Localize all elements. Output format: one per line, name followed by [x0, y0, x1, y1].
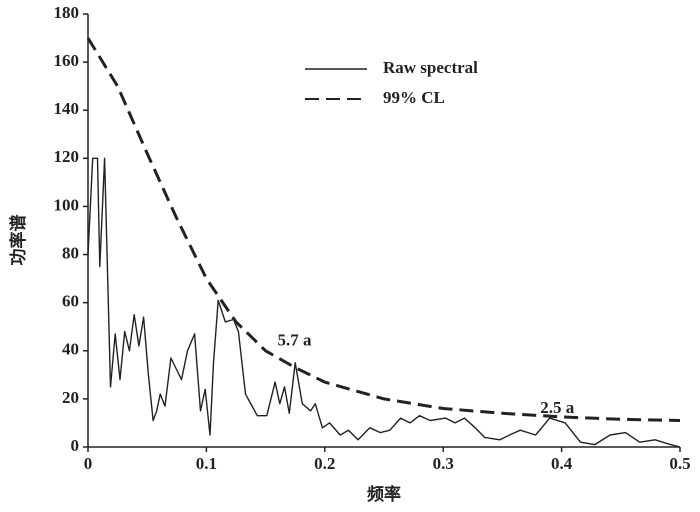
x-tick-label: 0.2 — [314, 454, 335, 473]
x-tick-label: 0 — [84, 454, 93, 473]
annotation: 2.5 a — [540, 398, 575, 417]
x-tick-label: 0.5 — [669, 454, 690, 473]
y-tick-label: 160 — [54, 51, 80, 70]
y-axis-label: 功率谱 — [8, 215, 28, 266]
y-tick-label: 100 — [54, 195, 80, 214]
x-tick-label: 0.4 — [551, 454, 573, 473]
x-tick-label: 0.1 — [196, 454, 217, 473]
series-line — [87, 157, 681, 448]
legend-label: Raw spectral — [383, 58, 478, 77]
y-tick-label: 60 — [62, 292, 79, 311]
y-tick-label: 120 — [54, 147, 80, 166]
y-tick-label: 20 — [62, 388, 79, 407]
x-tick-label: 0.3 — [433, 454, 454, 473]
y-tick-label: 40 — [62, 340, 79, 359]
y-tick-label: 0 — [71, 436, 80, 455]
annotation: 5.7 a — [277, 330, 312, 349]
series-line — [86, 37, 681, 422]
legend-label: 99% CL — [383, 88, 445, 107]
y-tick-label: 80 — [62, 243, 79, 262]
y-tick-label: 140 — [54, 99, 80, 118]
x-axis-label: 频率 — [367, 484, 401, 504]
y-tick-label: 180 — [54, 3, 80, 22]
